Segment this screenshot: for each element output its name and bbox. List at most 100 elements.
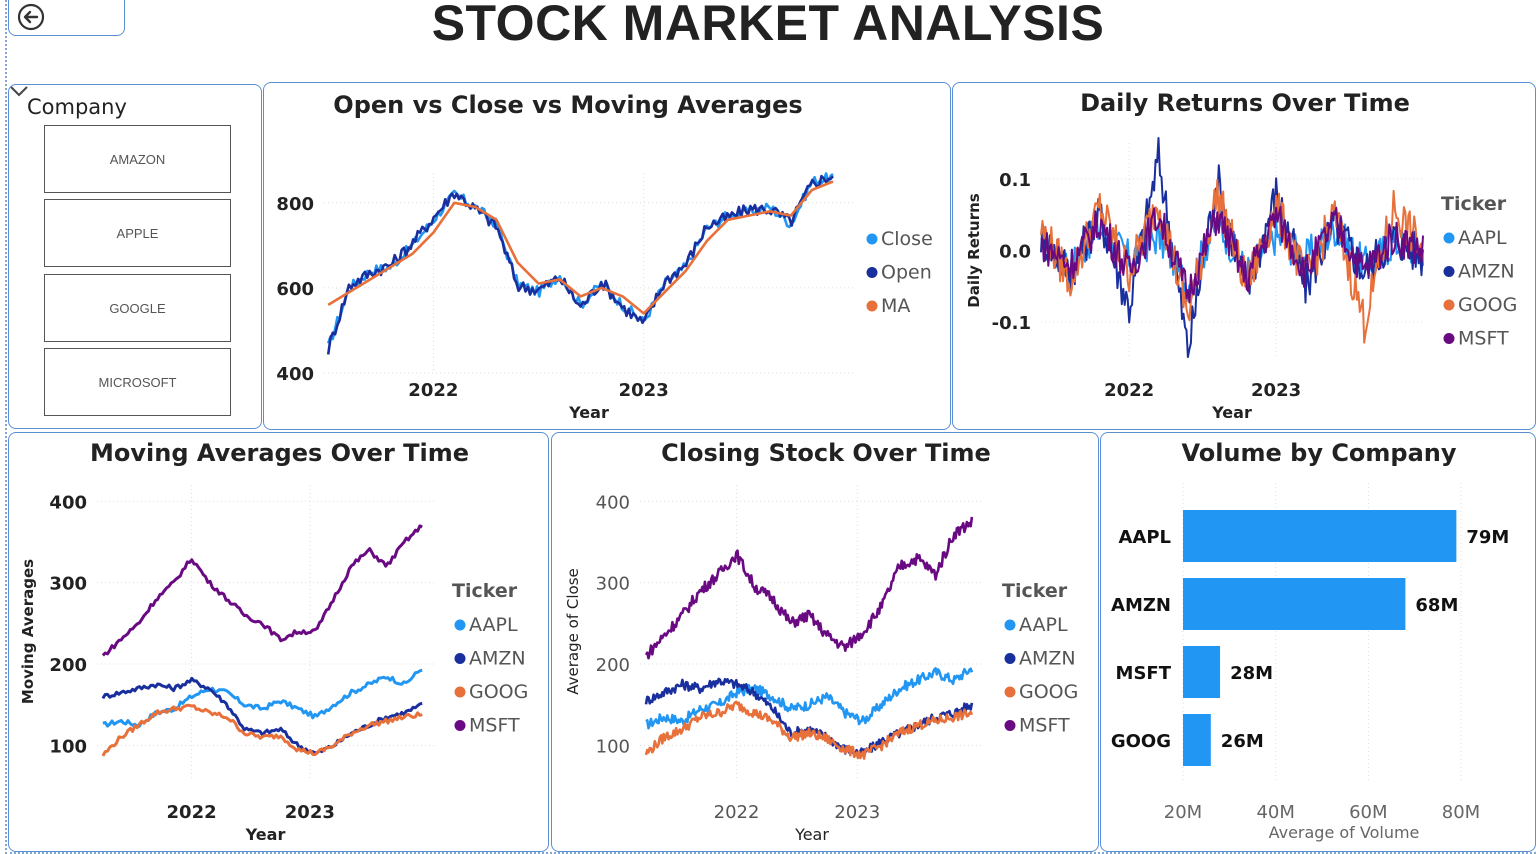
y-tick-label: 400 [49,492,87,513]
x-tick-label: 20M [1164,802,1202,823]
y-tick-label: 400 [276,364,314,385]
back-arrow-icon [17,3,45,31]
x-tick-label: 2022 [714,802,760,823]
x-tick-label: 2022 [1104,380,1154,401]
y-tick-label: 300 [596,574,630,595]
page-title: STOCK MARKET ANALYSIS [431,0,1105,51]
daily-returns-svg: Daily Returns Over Time -0.1 0.0 0.1 2022 202… [965,89,1517,422]
x-tick-label: 2023 [619,380,669,401]
moving-averages-svg: Moving Averages Over Time 100 200 300 400 202… [19,439,528,844]
y-tick-label: 800 [276,194,314,215]
bar-amzn[interactable] [1183,578,1406,630]
legend-marker [866,233,878,245]
slicer-option-microsoft[interactable]: MICROSOFT [44,348,231,416]
slicer-option-amazon[interactable]: AMAZON [44,125,231,193]
y-tick-label: 400 [596,492,630,513]
y-tick-label: -0.1 [992,313,1031,334]
series-line-goog [644,700,974,760]
bar-category-aapl: AAPL [1118,527,1171,548]
bar-goog[interactable] [1183,714,1211,766]
y-tick-label: 100 [596,736,630,757]
bar-category-goog: GOOG [1111,731,1171,752]
legend-item-ma: MA [881,295,910,317]
x-axis-label: Year [794,825,829,844]
legend-item-close: Close [881,228,933,250]
closing-stock-svg: Closing Stock Over Time 100 200 300 400 2022 2… [564,439,1078,844]
x-axis-label: Average of Volume [1269,823,1420,842]
chevron-down-icon[interactable] [9,85,29,97]
legend-item-amzn: AMZN [1019,648,1076,670]
closing-stock-panel: Closing Stock Over Time 100 200 300 400 2022 2… [551,432,1099,852]
legend-title: Ticker [1002,580,1068,602]
series-line-msft [101,524,423,657]
legend-marker [454,653,466,664]
bar-value-label: 79M [1466,527,1509,548]
daily-returns-panel: Daily Returns Over Time -0.1 0.0 0.1 2022 202… [952,82,1536,430]
y-tick-label: 0.1 [999,170,1031,191]
y-axis-label: Average of Close [564,568,582,694]
legend-marker [1443,333,1455,344]
legend-marker [1004,619,1016,631]
legend-item-goog: GOOG [469,681,528,703]
x-tick-label: 2022 [167,802,217,823]
legend-marker [866,267,878,278]
x-tick-label: 2023 [834,802,880,823]
y-tick-label: 600 [276,279,314,300]
legend-item-amzn: AMZN [469,648,526,670]
volume-by-company-svg: Volume by Company 20M 40M 60M 80M Average of … [1111,439,1509,842]
bar-value-label: 28M [1230,663,1273,684]
chart-title: Closing Stock Over Time [661,439,991,467]
slicer-header: Company [27,95,127,119]
open-close-ma-panel: Open vs Close vs Moving Averages 400 600 80… [263,82,951,430]
legend-item-aapl: AAPL [1458,227,1507,249]
series-line-ma [327,180,834,315]
series-line-open [326,174,834,355]
legend-title: Ticker [452,580,518,602]
legend-title: Ticker [1441,193,1507,215]
bar-aapl[interactable] [1183,510,1457,562]
legend-marker [454,619,466,631]
back-button[interactable] [8,0,125,36]
chart-title: Daily Returns Over Time [1080,89,1410,117]
y-tick-label: 100 [49,736,87,757]
legend-item-goog: GOOG [1019,681,1078,703]
bar-value-label: 68M [1415,595,1458,616]
volume-by-company-panel: Volume by Company 20M 40M 60M 80M Average of … [1100,432,1536,852]
x-tick-label: 80M [1442,802,1480,823]
x-axis-label: Year [245,825,286,844]
legend-item-msft: MSFT [1019,715,1070,737]
legend-item-msft: MSFT [469,715,520,737]
bar-msft[interactable] [1183,646,1221,698]
legend-marker [454,720,466,731]
open-close-ma-svg: Open vs Close vs Moving Averages 400 600 80… [276,91,933,422]
legend-marker [1004,653,1016,664]
x-axis-label: Year [1211,403,1252,422]
chart-title: Volume by Company [1181,439,1456,467]
y-tick-label: 0.0 [999,242,1031,263]
legend-marker [1004,686,1016,698]
y-tick-label: 200 [596,655,630,676]
series-line-msft [1040,205,1424,304]
x-tick-label: 40M [1256,802,1294,823]
legend-marker [1443,232,1455,244]
legend-item-aapl: AAPL [469,614,518,636]
company-slicer: Company AMAZON APPLE GOOGLE MICROSOFT [8,84,262,429]
series-line-aapl [645,667,974,730]
series-line-msft [644,516,974,660]
y-tick-label: 200 [49,655,87,676]
x-tick-label: 2023 [285,802,335,823]
y-tick-label: 300 [49,574,87,595]
bar-category-amzn: AMZN [1111,595,1171,616]
y-axis-label: Daily Returns [965,193,983,308]
legend-marker [866,300,878,312]
x-tick-label: 2022 [408,380,458,401]
legend-marker [454,686,466,698]
moving-averages-panel: Moving Averages Over Time 100 200 300 400 202… [8,432,549,852]
legend-item-goog: GOOG [1458,294,1517,316]
slicer-option-google[interactable]: GOOGLE [44,274,231,342]
y-axis-label: Moving Averages [19,559,37,704]
bar-category-msft: MSFT [1116,663,1172,684]
legend-item-aapl: AAPL [1019,614,1068,636]
slicer-option-apple[interactable]: APPLE [44,199,231,267]
legend-marker [1443,266,1455,277]
